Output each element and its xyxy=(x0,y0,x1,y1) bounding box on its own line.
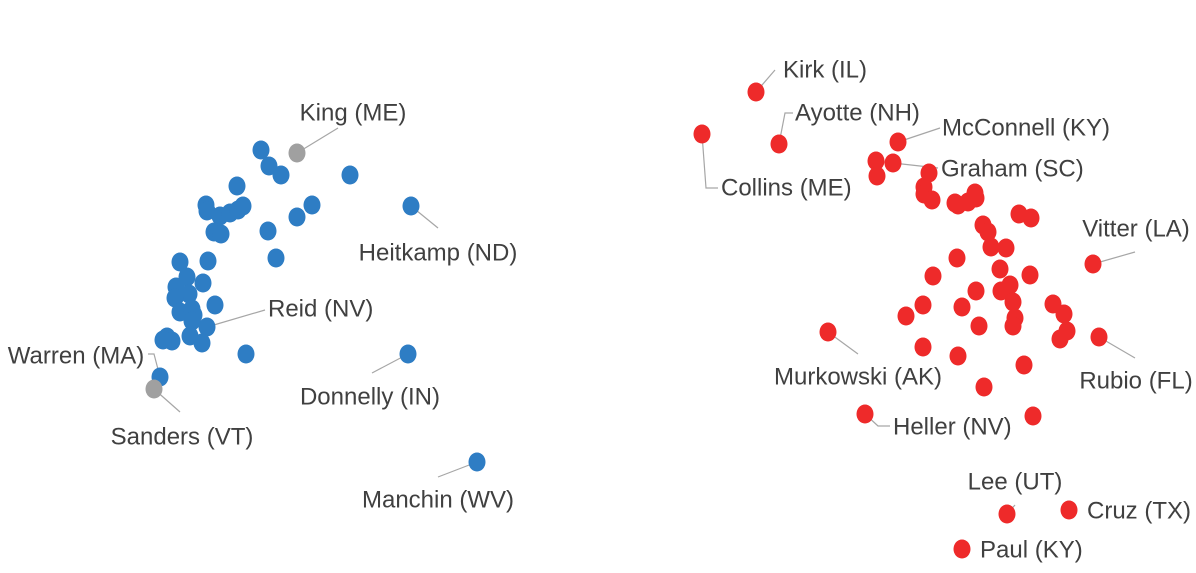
republican-point xyxy=(1024,406,1042,426)
democrat-point xyxy=(259,221,277,241)
point-label: Kirk (IL) xyxy=(783,56,867,83)
republican-point xyxy=(889,132,907,152)
republican-point xyxy=(923,190,941,210)
point-label: Collins (ME) xyxy=(721,174,852,201)
leader-line xyxy=(778,112,793,145)
independent-point xyxy=(288,143,306,163)
democrat-point xyxy=(198,317,216,337)
republican-point xyxy=(1021,265,1039,285)
point-label: Graham (SC) xyxy=(941,155,1084,182)
democrat-point xyxy=(234,196,252,216)
point-label: Vitter (LA) xyxy=(1082,215,1190,242)
republican-point xyxy=(897,306,915,326)
republican-point xyxy=(770,134,788,154)
point-label: McConnell (KY) xyxy=(942,114,1110,141)
republican-point xyxy=(914,337,932,357)
republican-point xyxy=(953,539,971,559)
republican-point xyxy=(1060,500,1078,520)
republican-point xyxy=(998,504,1016,524)
republican-point xyxy=(967,281,985,301)
democrat-point xyxy=(252,140,270,160)
republican-point xyxy=(868,166,886,186)
republican-point xyxy=(1022,208,1040,228)
republican-point xyxy=(967,188,985,208)
point-label: Manchin (WV) xyxy=(362,486,514,513)
republican-point xyxy=(953,297,971,317)
democrat-point xyxy=(272,165,290,185)
republican-point xyxy=(970,316,988,336)
republican-point xyxy=(1004,292,1022,312)
point-label: Warren (MA) xyxy=(8,342,144,369)
republican-point xyxy=(856,404,874,424)
point-label: Rubio (FL) xyxy=(1079,367,1192,394)
republican-point xyxy=(979,222,997,242)
democrat-point xyxy=(228,176,246,196)
point-label: Ayotte (NH) xyxy=(795,99,920,126)
democrat-point xyxy=(288,207,306,227)
point-label: Heller (NV) xyxy=(893,413,1012,440)
democrat-point xyxy=(180,284,198,304)
point-label: Paul (KY) xyxy=(980,536,1083,563)
republican-point xyxy=(948,248,966,268)
point-label: Reid (NV) xyxy=(268,295,373,322)
point-label: Heitkamp (ND) xyxy=(359,239,518,266)
point-labels: King (ME) Heitkamp (ND) Reid (NV) Warren (M… xyxy=(8,56,1193,563)
democrat-point xyxy=(260,156,278,176)
republican-point xyxy=(1084,254,1102,274)
point-label: King (ME) xyxy=(300,99,407,126)
democrat-point xyxy=(194,273,212,293)
republican-point xyxy=(914,295,932,315)
democrat-point xyxy=(468,452,486,472)
republican-point xyxy=(1051,329,1069,349)
republican-point xyxy=(975,377,993,397)
democrat-point xyxy=(199,251,217,271)
democrat-point xyxy=(341,165,359,185)
point-label: Lee (UT) xyxy=(968,468,1063,495)
democrat-point xyxy=(303,195,321,215)
republican-point xyxy=(1004,316,1022,336)
independent-point xyxy=(145,379,163,399)
republican-point xyxy=(693,124,711,144)
leader-line xyxy=(701,133,718,189)
republican-point xyxy=(924,266,942,286)
point-label: Murkowski (AK) xyxy=(774,363,942,390)
democrat-point xyxy=(171,252,189,272)
republican-point xyxy=(949,346,967,366)
republican-point xyxy=(1090,327,1108,347)
republican-point xyxy=(992,281,1010,301)
data-points xyxy=(145,82,1108,559)
democrat-point xyxy=(193,333,211,353)
democrat-point xyxy=(183,311,201,331)
republican-point xyxy=(819,322,837,342)
democrat-point xyxy=(154,330,172,350)
republican-point xyxy=(867,151,885,171)
democrat-point xyxy=(399,344,417,364)
point-label: Cruz (TX) xyxy=(1087,497,1191,524)
point-label: Sanders (VT) xyxy=(111,423,254,450)
point-label: Donnelly (IN) xyxy=(300,383,440,410)
democrat-point xyxy=(206,295,224,315)
democrat-point xyxy=(198,201,216,221)
democrat-point xyxy=(237,344,255,364)
democrat-point xyxy=(267,248,285,268)
democrat-point xyxy=(402,196,420,216)
republican-point xyxy=(747,82,765,102)
republican-point xyxy=(1015,355,1033,375)
republican-point xyxy=(982,237,1000,257)
republican-point xyxy=(1055,304,1073,324)
republican-point xyxy=(997,238,1015,258)
leader-line xyxy=(206,309,266,328)
republican-point xyxy=(991,259,1009,279)
republican-point xyxy=(884,153,902,173)
democrat-point xyxy=(212,224,230,244)
